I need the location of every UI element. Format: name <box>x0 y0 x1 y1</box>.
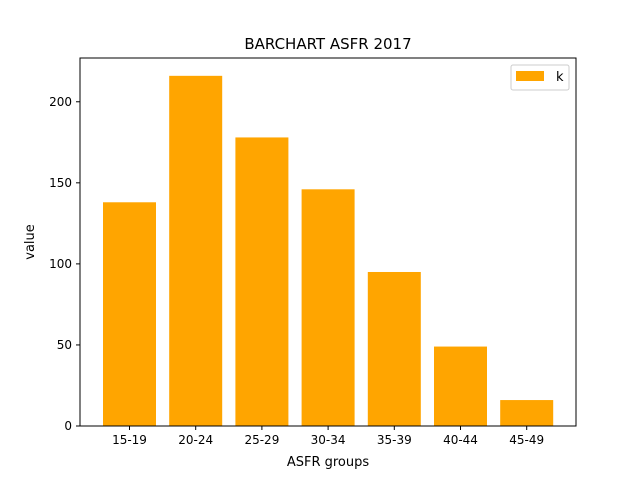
x-tick-label-25-29: 25-29 <box>244 433 279 447</box>
y-axis-ticks: 0 50 100 150 200 <box>49 95 80 433</box>
x-tick-label-15-19: 15-19 <box>112 433 147 447</box>
bar-30-34 <box>301 189 355 426</box>
legend-swatch <box>516 71 544 81</box>
bar-20-24 <box>169 75 223 426</box>
x-axis-label: ASFR groups <box>287 455 370 470</box>
x-tick-label-40-44: 40-44 <box>443 433 478 447</box>
y-tick-label-0: 0 <box>64 419 72 433</box>
x-tick-label-20-24: 20-24 <box>178 433 213 447</box>
bar-15-19 <box>103 202 156 426</box>
x-tick-label-35-39: 35-39 <box>377 433 412 447</box>
bar-40-44 <box>434 346 487 426</box>
y-tick-label-100: 100 <box>49 257 72 271</box>
y-tick-label-150: 150 <box>49 176 72 190</box>
chart-title: BARCHART ASFR 2017 <box>244 35 411 53</box>
y-axis-label: value <box>23 224 38 260</box>
bar-45-49 <box>500 400 554 426</box>
y-tick-label-200: 200 <box>49 95 72 109</box>
bar-35-39 <box>367 271 421 426</box>
plot-area-frame <box>79 57 577 427</box>
y-tick-label-50: 50 <box>57 338 72 352</box>
x-tick-label-30-34: 30-34 <box>311 433 346 447</box>
x-tick-label-45-49: 45-49 <box>509 433 544 447</box>
bars-group <box>103 75 554 426</box>
legend-label: k <box>556 70 564 85</box>
legend: k <box>510 64 570 91</box>
x-axis-ticks: 15-19 20-24 25-29 30-34 35-39 40-44 45-49 <box>112 426 544 447</box>
bar-25-29 <box>235 137 289 426</box>
